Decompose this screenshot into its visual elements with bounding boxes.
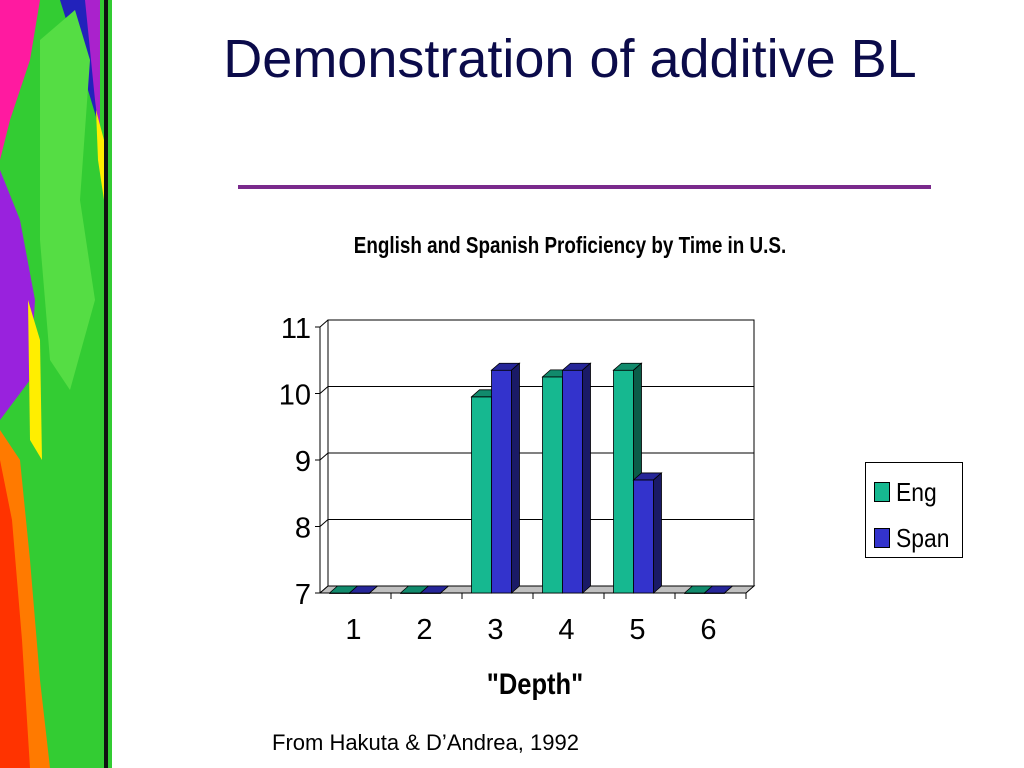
bar-span-2 xyxy=(420,592,441,594)
legend-swatch-eng xyxy=(874,482,890,502)
bar-span-1 xyxy=(349,592,370,594)
legend-label-span: Span xyxy=(896,522,950,553)
bar-side-span-2 xyxy=(440,585,449,594)
bar-eng-3 xyxy=(471,396,492,594)
bar-eng-5 xyxy=(613,369,634,594)
title-divider xyxy=(238,185,931,189)
y-tick-label: 10 xyxy=(279,380,311,412)
plot-floor xyxy=(318,585,756,594)
legend-item-span: Span xyxy=(874,521,957,555)
bar-side-span-5 xyxy=(653,472,662,594)
bar-top-eng-6 xyxy=(683,585,714,594)
gridline-diagonal xyxy=(319,386,329,394)
x-tick-label: 1 xyxy=(345,614,361,646)
bar-top-span-5 xyxy=(632,472,663,481)
bar-top-eng-4 xyxy=(541,369,572,378)
plot-back-wall xyxy=(327,319,755,587)
bar-side-span-1 xyxy=(369,585,378,594)
x-axis-label: "Depth" xyxy=(486,668,584,701)
y-tick-label: 8 xyxy=(295,513,311,545)
x-tick-label: 6 xyxy=(700,614,716,646)
gridline-diagonal xyxy=(319,585,329,594)
bar-eng-1 xyxy=(329,592,350,594)
bar-top-span-1 xyxy=(348,585,379,594)
bar-top-span-4 xyxy=(561,362,592,371)
bar-top-eng-3 xyxy=(470,389,501,398)
bar-side-span-4 xyxy=(582,362,591,594)
bar-span-4 xyxy=(562,369,583,594)
bar-side-eng-6 xyxy=(704,585,713,594)
x-tick-label: 2 xyxy=(416,614,432,646)
bar-side-span-3 xyxy=(511,362,520,594)
bar-side-eng-4 xyxy=(562,368,571,594)
bar-top-span-2 xyxy=(419,585,450,594)
legend-swatch-span xyxy=(874,528,890,548)
bar-span-6 xyxy=(704,592,725,594)
bar-span-5 xyxy=(633,479,654,594)
bar-top-eng-5 xyxy=(612,362,643,371)
y-tick-label: 11 xyxy=(281,313,311,345)
bar-top-eng-1 xyxy=(328,585,359,594)
legend-label-eng: Eng xyxy=(896,476,937,507)
bar-side-eng-1 xyxy=(349,585,358,594)
x-tick-label: 5 xyxy=(629,614,645,646)
source-citation: From Hakuta & D’Andrea, 1992 xyxy=(272,730,579,755)
gridline-diagonal xyxy=(319,319,329,328)
chart-title: English and Spanish Proficiency by Time … xyxy=(353,232,787,258)
gridline-diagonal xyxy=(319,452,329,461)
x-tick-label: 3 xyxy=(487,614,503,646)
bar-top-span-6 xyxy=(703,585,734,594)
bar-eng-6 xyxy=(684,592,705,594)
bar-eng-2 xyxy=(400,592,421,594)
bar-top-span-3 xyxy=(490,362,521,371)
bar-side-span-6 xyxy=(724,585,733,594)
bar-top-eng-2 xyxy=(399,585,430,594)
y-tick-label: 7 xyxy=(295,579,311,611)
legend-item-eng: Eng xyxy=(874,475,942,509)
slide-title: Demonstration of additive BL xyxy=(223,29,917,89)
bar-eng-4 xyxy=(542,376,563,594)
y-tick-label: 9 xyxy=(295,446,311,478)
gridline-diagonal xyxy=(319,519,329,527)
bar-side-eng-2 xyxy=(420,585,429,594)
bar-span-3 xyxy=(491,369,512,594)
bar-side-eng-5 xyxy=(633,362,642,594)
decorative-side-art xyxy=(0,0,112,768)
bar-side-eng-3 xyxy=(491,388,500,594)
x-tick-label: 4 xyxy=(558,614,574,646)
chart-legend: Eng Span xyxy=(865,462,963,558)
